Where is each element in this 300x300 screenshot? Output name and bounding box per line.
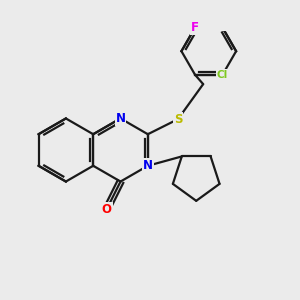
Text: N: N [143,159,153,172]
Text: F: F [191,21,199,34]
Text: N: N [116,112,125,125]
Text: O: O [102,202,112,216]
Text: Cl: Cl [217,70,228,80]
Text: S: S [174,113,182,126]
